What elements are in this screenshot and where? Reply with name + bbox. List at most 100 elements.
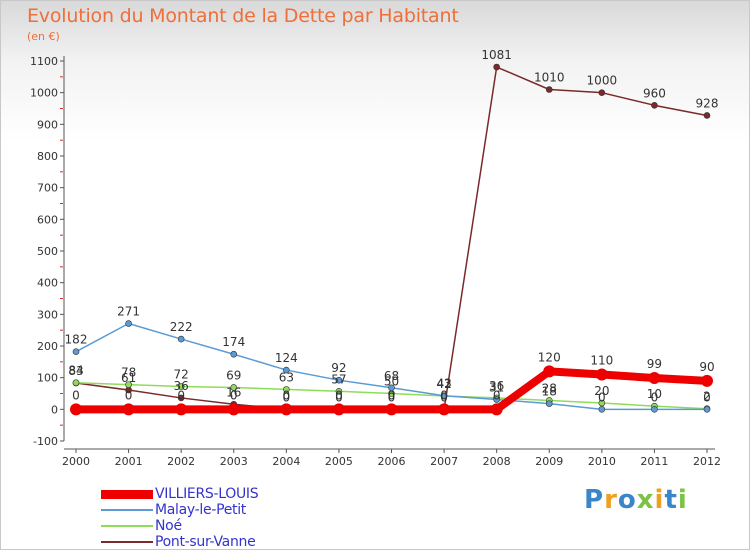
y-tick-label: 300 bbox=[37, 308, 58, 321]
data-label: 84 bbox=[68, 364, 83, 378]
chart-unit: (en €) bbox=[27, 30, 60, 43]
legend-label-villiers-louis: VILLIERS-LOUIS bbox=[155, 486, 259, 502]
data-label: 1000 bbox=[587, 74, 618, 88]
axes: -100010020030040050060070080090010001100… bbox=[30, 55, 721, 468]
data-point bbox=[177, 383, 185, 390]
logo-letter: t bbox=[664, 485, 678, 515]
data-label: 182 bbox=[65, 333, 88, 347]
series-lines bbox=[70, 63, 713, 416]
y-tick-label: 100 bbox=[37, 372, 58, 385]
data-point bbox=[177, 335, 185, 343]
x-tick-label: 2007 bbox=[430, 455, 458, 468]
x-tick-label: 2006 bbox=[378, 455, 406, 468]
data-label: 0 bbox=[651, 390, 659, 404]
data-label: 36 bbox=[174, 379, 189, 393]
data-point bbox=[70, 403, 82, 416]
data-label: 0 bbox=[283, 388, 291, 402]
legend-swatch-pont-sur-vanne bbox=[101, 541, 153, 543]
data-point bbox=[651, 102, 658, 109]
data-point bbox=[493, 396, 500, 403]
data-label: 90 bbox=[699, 360, 714, 374]
data-point bbox=[283, 366, 290, 374]
data-label: 1010 bbox=[534, 71, 565, 85]
data-label: 0 bbox=[440, 390, 448, 404]
data-label: 28 bbox=[542, 381, 557, 395]
data-point bbox=[703, 406, 711, 413]
data-point bbox=[177, 394, 185, 402]
data-point bbox=[227, 403, 240, 416]
data-point bbox=[490, 403, 503, 416]
data-point bbox=[72, 348, 80, 356]
data-label: 18 bbox=[542, 385, 557, 399]
data-label: 92 bbox=[331, 361, 346, 375]
legend-swatch-noe bbox=[101, 525, 153, 527]
data-point bbox=[280, 403, 293, 416]
data-point bbox=[493, 63, 500, 71]
data-label: 110 bbox=[590, 354, 613, 368]
data-point bbox=[598, 89, 606, 96]
data-label: 63 bbox=[279, 370, 294, 384]
data-point bbox=[125, 320, 132, 327]
x-tick-label: 2004 bbox=[272, 455, 300, 468]
data-point bbox=[175, 403, 188, 416]
data-label: 20 bbox=[594, 384, 609, 398]
data-label: 10 bbox=[647, 387, 662, 401]
data-label: 69 bbox=[226, 368, 241, 382]
data-label: 222 bbox=[170, 320, 193, 334]
data-point bbox=[230, 384, 238, 391]
x-tick-label: 2011 bbox=[640, 455, 668, 468]
x-tick-label: 2012 bbox=[693, 455, 721, 468]
data-point bbox=[701, 374, 713, 387]
data-label: 57 bbox=[331, 372, 346, 386]
legend-swatch-malay-le-petit bbox=[101, 509, 153, 511]
x-tick-label: 2009 bbox=[535, 455, 563, 468]
data-label: 50 bbox=[384, 375, 399, 389]
legend-label-malay-le-petit: Malay-le-Petit bbox=[155, 502, 246, 518]
data-label: 0 bbox=[72, 388, 80, 402]
y-tick-label: 700 bbox=[37, 182, 58, 195]
data-label: 99 bbox=[647, 357, 662, 371]
y-tick-label: 1000 bbox=[30, 87, 58, 100]
data-label: 124 bbox=[275, 351, 298, 365]
data-point bbox=[598, 399, 606, 407]
data-point bbox=[230, 350, 238, 358]
data-label: 78 bbox=[121, 366, 136, 380]
data-point bbox=[438, 403, 451, 416]
logo-letter: x bbox=[636, 485, 655, 515]
data-label: 120 bbox=[538, 350, 561, 364]
y-tick-label: 200 bbox=[37, 340, 58, 353]
legend-label-pont-sur-vanne: Pont-sur-Vanne bbox=[155, 534, 256, 550]
data-point bbox=[332, 403, 345, 416]
data-label: 0 bbox=[177, 388, 185, 402]
data-label: 0 bbox=[335, 390, 343, 404]
data-point bbox=[125, 381, 132, 388]
data-label: 0 bbox=[703, 390, 711, 404]
data-point bbox=[283, 386, 290, 393]
logo-letter: i bbox=[654, 485, 665, 515]
x-tick-label: 2003 bbox=[220, 455, 248, 468]
logo-letter: P bbox=[584, 485, 605, 515]
legend-label-noe: Noé bbox=[155, 518, 182, 534]
data-point bbox=[335, 376, 343, 384]
logo-letter: o bbox=[617, 485, 637, 515]
legend-swatch-villiers-louis bbox=[101, 490, 153, 499]
proxiti-logo: Proxiti bbox=[584, 485, 688, 515]
data-label: 42 bbox=[436, 377, 451, 391]
data-label: 43 bbox=[436, 377, 451, 391]
data-point bbox=[388, 384, 395, 392]
data-label: 271 bbox=[117, 305, 140, 319]
data-label: 31 bbox=[489, 381, 504, 395]
data-label: 174 bbox=[222, 335, 245, 349]
logo-letter: r bbox=[604, 485, 618, 515]
y-tick-label: 600 bbox=[37, 213, 58, 226]
y-tick-label: 800 bbox=[37, 150, 58, 163]
data-point bbox=[385, 403, 398, 416]
data-label: 83 bbox=[68, 364, 83, 378]
data-label: 68 bbox=[384, 369, 399, 383]
data-point bbox=[440, 392, 448, 400]
x-tick-label: 2010 bbox=[588, 455, 616, 468]
data-label: 16 bbox=[226, 385, 241, 399]
data-label: 0 bbox=[125, 388, 133, 402]
data-label: 0 bbox=[283, 390, 291, 404]
